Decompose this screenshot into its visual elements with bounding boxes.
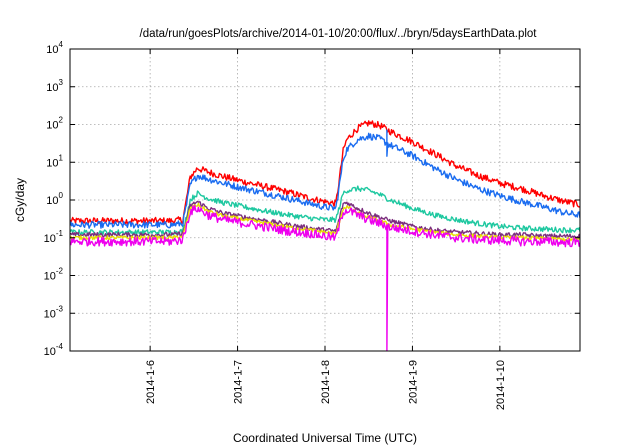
- series-line-3: [70, 185, 580, 236]
- x-ticks: 2014-1-6 2014-1-7 2014-1-8 2014-1-9 2014-1-1…: [145, 49, 507, 410]
- y-tick-label: 10-2: [44, 267, 64, 283]
- x-tick-label: 2014-1-8: [320, 360, 332, 404]
- series-line-2: [70, 129, 580, 229]
- series-layer: [70, 120, 580, 351]
- chart-title: /data/run/goesPlots/archive/2014-01-10/2…: [140, 28, 538, 40]
- x-axis-label: Coordinated Universal Time (UTC): [233, 431, 417, 445]
- y-tick-label: 100: [46, 191, 63, 207]
- y-tick-label: 104: [46, 40, 63, 56]
- x-tick-label: 2014-1-7: [233, 360, 245, 404]
- y-tick-label: 102: [46, 116, 63, 132]
- y-tick-label: 10-1: [44, 229, 64, 245]
- y-tick-label: 103: [46, 78, 63, 94]
- x-tick-label: 2014-1-10: [495, 360, 507, 410]
- series-line-1: [70, 120, 580, 225]
- y-tick-label: 101: [46, 153, 63, 169]
- y-axis-label: cGy/day: [13, 178, 27, 222]
- series-line-6: [70, 204, 580, 351]
- x-tick-label: 2014-1-6: [145, 360, 157, 404]
- x-tick-label: 2014-1-9: [407, 360, 419, 404]
- y-tick-label: 10-3: [44, 304, 64, 320]
- y-tick-label: 10-4: [44, 342, 64, 358]
